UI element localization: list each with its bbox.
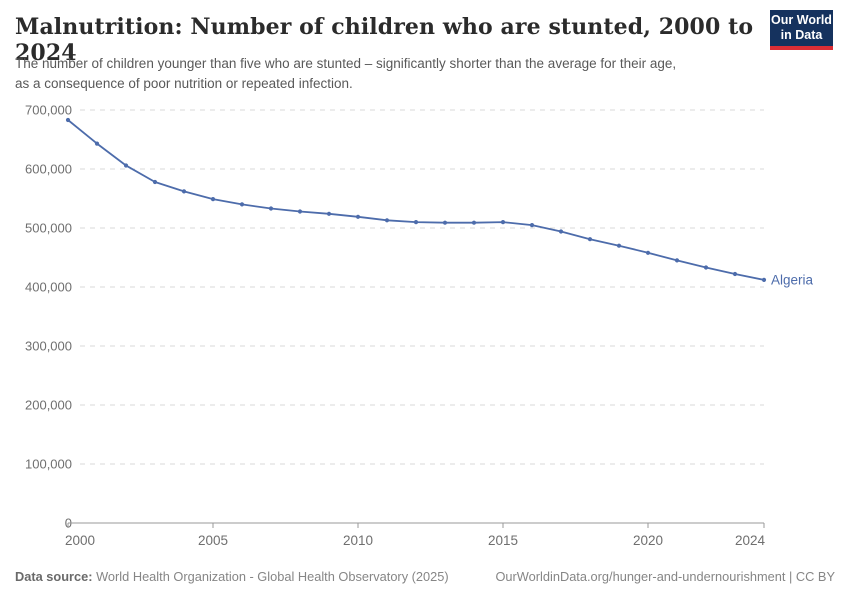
y-tick-label: 300,000 bbox=[25, 339, 72, 354]
data-source-note: Data source: World Health Organization -… bbox=[15, 569, 449, 584]
data-point-marker bbox=[645, 250, 651, 255]
data-point-marker bbox=[413, 220, 419, 225]
data-point-marker bbox=[616, 243, 622, 248]
data-source-text: World Health Organization - Global Healt… bbox=[92, 569, 449, 584]
owid-link[interactable]: OurWorldinData.org/hunger-and-undernouri… bbox=[495, 569, 835, 584]
data-point-marker bbox=[123, 163, 129, 168]
subtitle-line-1: The number of children younger than five… bbox=[15, 56, 677, 71]
data-point-marker bbox=[355, 214, 361, 219]
series-end-label: Algeria bbox=[771, 272, 814, 287]
logo-line-2: in Data bbox=[780, 28, 823, 42]
series-line bbox=[67, 119, 765, 281]
data-point-marker bbox=[529, 223, 535, 228]
y-tick-label: 100,000 bbox=[25, 457, 72, 472]
chart-subtitle: The number of children younger than five… bbox=[15, 54, 775, 94]
data-point-marker bbox=[442, 220, 448, 225]
y-tick-label: 500,000 bbox=[25, 221, 72, 236]
x-tick-label: 2015 bbox=[488, 533, 518, 548]
owid-logo[interactable]: Our World in Data bbox=[770, 10, 833, 50]
x-tick-label: 2020 bbox=[633, 533, 663, 548]
data-point-marker bbox=[674, 258, 680, 263]
data-point-marker bbox=[94, 141, 100, 146]
data-point-marker bbox=[384, 218, 390, 223]
y-tick-label: 700,000 bbox=[25, 103, 72, 118]
y-axis-labels: 0100,000200,000300,000400,000500,000600,… bbox=[25, 103, 72, 531]
logo-line-1: Our World bbox=[771, 13, 832, 27]
x-axis-labels: 2000 2005 2010 2015 2020 2024 bbox=[65, 533, 765, 548]
data-point-marker bbox=[587, 237, 593, 242]
x-tick-label: 2000 bbox=[65, 533, 95, 548]
data-point-marker bbox=[703, 265, 709, 270]
page-title: Malnutrition: Number of children who are… bbox=[15, 14, 754, 66]
x-tick-label: 2024 bbox=[735, 533, 766, 548]
data-point-marker bbox=[297, 209, 303, 214]
x-axis bbox=[67, 522, 765, 528]
data-point-marker bbox=[152, 179, 158, 185]
data-point-marker bbox=[268, 206, 274, 211]
data-point-marker bbox=[65, 117, 71, 123]
x-tick-label: 2010 bbox=[343, 533, 373, 548]
series-algeria: Algeria bbox=[65, 117, 814, 287]
y-tick-label: 400,000 bbox=[25, 280, 72, 295]
y-tick-label: 600,000 bbox=[25, 162, 72, 177]
x-tick-label: 2005 bbox=[198, 533, 228, 548]
data-point-marker bbox=[761, 277, 767, 282]
subtitle-line-2: as a consequence of poor nutrition or re… bbox=[15, 76, 353, 91]
data-point-marker bbox=[558, 229, 564, 234]
data-point-marker bbox=[471, 220, 477, 225]
data-point-marker bbox=[239, 202, 245, 207]
owid-link-text[interactable]: OurWorldinData.org/hunger-and-undernouri… bbox=[495, 569, 835, 584]
data-source-label: Data source: bbox=[15, 569, 93, 584]
data-point-marker bbox=[181, 189, 187, 194]
chart-footer: Data source: World Health Organization -… bbox=[15, 569, 835, 584]
data-point-marker bbox=[210, 197, 216, 202]
data-point-marker bbox=[500, 220, 506, 225]
data-point-marker bbox=[732, 271, 738, 277]
y-gridlines bbox=[80, 109, 764, 465]
data-point-marker bbox=[326, 211, 332, 216]
y-tick-label: 200,000 bbox=[25, 398, 72, 413]
